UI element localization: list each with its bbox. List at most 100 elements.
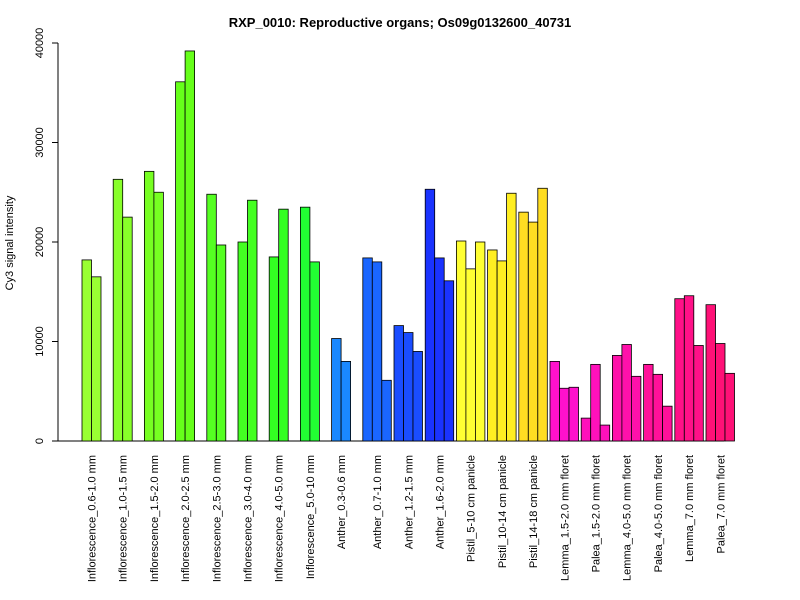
y-tick-label: 30000 — [34, 127, 46, 158]
bar — [278, 208, 289, 442]
x-tick-label: Inflorescence_5.0-10 mm — [305, 455, 317, 579]
x-tick-label: Pistil_5-10 cm panicle — [466, 455, 478, 562]
bar-group — [518, 187, 548, 442]
bar — [455, 240, 467, 442]
bar — [683, 295, 695, 442]
bar — [643, 363, 654, 442]
bar — [527, 221, 539, 442]
x-tick-label: Inflorescence_1.5-2.0 mm — [149, 455, 161, 582]
y-tick-label: 10000 — [34, 326, 46, 357]
bar — [662, 405, 673, 442]
bar — [474, 241, 486, 442]
x-tick-label: Inflorescence_2.0-2.5 mm — [180, 455, 192, 582]
bar — [393, 325, 404, 442]
x-tick-label: Palea_1.5-2.0 mm floret — [590, 455, 602, 572]
bar — [175, 81, 186, 442]
x-tick-label: Pistil_14-18 cm panicle — [528, 455, 540, 568]
bar-group — [81, 259, 102, 442]
x-tick-label: Inflorescence_1.0-1.5 mm — [118, 455, 130, 582]
bar — [465, 268, 476, 442]
bar — [580, 417, 592, 442]
y-tick-label: 20000 — [34, 227, 46, 258]
x-tick-label: Anther_0.7-1.0 mm — [372, 455, 384, 549]
y-axis-label: Cy3 signal intensity — [4, 195, 16, 290]
x-axis: Inflorescence_0.6-1.0 mm Inflorescence_1.… — [58, 440, 727, 582]
bars — [81, 50, 735, 442]
bar — [143, 170, 155, 442]
bar — [309, 261, 320, 442]
bar — [590, 363, 601, 442]
bar — [715, 343, 726, 442]
x-tick-label: Pistil_10-14 cm panicle — [497, 455, 509, 568]
bar — [537, 187, 548, 442]
bar-group — [549, 360, 579, 442]
bar — [612, 355, 623, 442]
bar-group — [175, 50, 196, 442]
bar — [496, 260, 508, 442]
x-tick-label: Inflorescence_3.0-4.0 mm — [243, 455, 255, 582]
bar-group — [362, 257, 392, 442]
bar-group — [643, 363, 673, 442]
y-axis: 0 10000 20000 30000 40000 — [34, 28, 59, 444]
bar — [362, 257, 373, 442]
bar-group — [206, 193, 227, 442]
x-tick-label: Palea_4.0-5.0 mm floret — [653, 455, 665, 572]
bar — [81, 259, 92, 442]
bar-group — [268, 208, 289, 442]
bar — [434, 257, 445, 442]
x-tick-label: Anther_1.6-2.0 mm — [434, 455, 446, 549]
bar-group — [424, 188, 455, 442]
bar — [549, 360, 560, 442]
bar — [91, 276, 102, 442]
bar — [206, 193, 217, 442]
x-tick-label: Palea_7.0 mm floret — [715, 455, 727, 553]
bar-group — [237, 199, 258, 442]
bar — [122, 216, 133, 442]
chart-title: RXP_0010: Reproductive organs; Os09g0132… — [229, 15, 572, 30]
bar — [518, 211, 529, 442]
y-tick-label: 0 — [34, 438, 46, 444]
bar-group — [580, 363, 611, 442]
bar — [424, 188, 436, 442]
bar-group — [112, 178, 133, 442]
bar — [237, 241, 248, 442]
bar — [299, 206, 311, 442]
bar — [599, 424, 611, 442]
bar — [631, 375, 642, 442]
bar — [153, 191, 164, 442]
bar-group — [393, 325, 423, 442]
bar — [340, 360, 352, 442]
bar — [487, 249, 498, 442]
bar — [112, 178, 124, 442]
bar-group — [455, 240, 486, 442]
bar — [621, 344, 632, 442]
y-tick-label: 40000 — [34, 28, 46, 59]
bar — [381, 379, 392, 442]
bar — [568, 386, 579, 442]
bar — [412, 351, 423, 442]
x-tick-label: Lemma_7.0 mm floret — [684, 455, 696, 562]
bar-group — [674, 295, 704, 442]
bar-group — [143, 170, 164, 442]
bar — [247, 199, 258, 442]
bar — [559, 387, 570, 442]
bar — [705, 304, 716, 442]
x-tick-label: Inflorescence_2.5-3.0 mm — [211, 455, 223, 582]
bar-group — [331, 338, 352, 442]
bar — [331, 338, 342, 442]
bar — [268, 256, 280, 442]
bar — [693, 345, 704, 442]
x-tick-label: Anther_0.3-0.6 mm — [336, 455, 348, 549]
bar — [443, 280, 455, 442]
bar-group — [612, 344, 642, 442]
bar — [652, 373, 663, 442]
x-tick-label: Inflorescence_0.6-1.0 mm — [87, 455, 99, 582]
bar — [674, 298, 685, 442]
bar-group — [705, 304, 735, 442]
x-tick-label: Lemma_1.5-2.0 mm floret — [559, 455, 571, 581]
bar — [724, 372, 735, 442]
bar — [184, 50, 196, 442]
bar — [403, 332, 414, 442]
bar — [215, 244, 227, 442]
